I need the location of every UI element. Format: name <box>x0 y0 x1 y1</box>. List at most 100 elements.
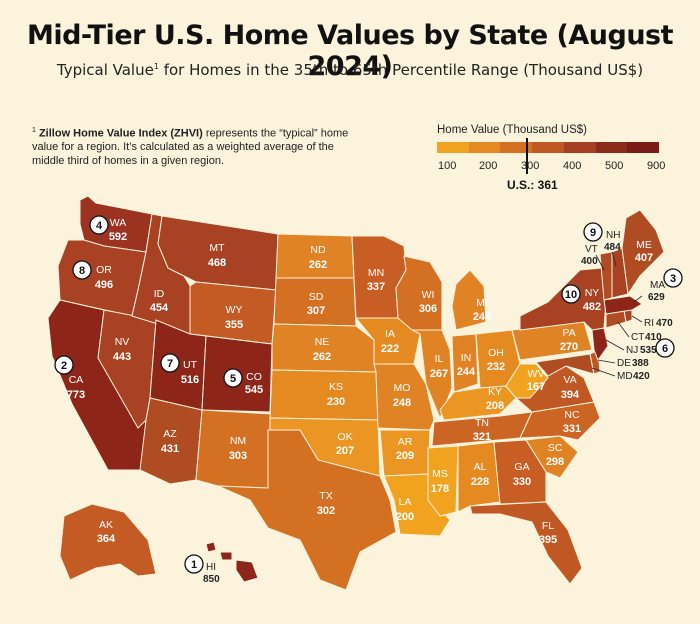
label-CA-value: 773 <box>67 389 85 401</box>
label-MT-value: 468 <box>208 257 226 269</box>
leader-VT <box>595 254 605 271</box>
state-GA[interactable] <box>493 439 547 505</box>
label-KY-abbr: KY <box>488 386 502 398</box>
label-NE-value: 262 <box>313 351 331 363</box>
rank-circle <box>663 268 683 288</box>
label-WA-abbr: WA <box>110 217 127 229</box>
state-ME[interactable] <box>621 209 665 296</box>
state-ND[interactable] <box>275 233 355 279</box>
label-WA-value: 592 <box>109 231 127 243</box>
leader-RI <box>631 315 643 323</box>
subtitle-pre: Typical Value <box>56 61 154 79</box>
rank-number: 9 <box>590 227 596 239</box>
label-MA-value: 629 <box>648 292 665 303</box>
rank-circle <box>54 355 74 375</box>
label-MD-value: 420 <box>633 371 650 382</box>
legend-swatch <box>563 142 596 153</box>
label-IN-abbr: IN <box>461 352 472 364</box>
state-KS[interactable] <box>269 369 379 421</box>
label-TX-abbr: TX <box>319 490 332 502</box>
legend-swatch <box>627 142 660 153</box>
footnote: 1 Zillow Home Value Index (ZHVI) represe… <box>32 124 352 168</box>
label-LA-value: 200 <box>396 511 414 523</box>
label-DE-value: 388 <box>632 358 649 369</box>
rank-circle <box>72 260 92 280</box>
legend-swatch <box>595 142 628 153</box>
state-IN[interactable] <box>451 333 479 393</box>
label-OK-abbr: OK <box>337 431 352 443</box>
label-NY-abbr: NY <box>585 287 600 299</box>
state-AK[interactable] <box>59 503 157 581</box>
rank-circle <box>184 554 204 574</box>
label-MS-value: 178 <box>431 483 449 495</box>
state-MA[interactable] <box>603 295 643 315</box>
rank-number: 2 <box>61 360 67 372</box>
label-KS-abbr: KS <box>329 381 343 393</box>
label-SD-value: 307 <box>307 305 325 317</box>
label-DE-abbr: DE <box>617 358 631 369</box>
footnote-text: represents the “typical” home value for … <box>32 127 349 167</box>
legend-tick: 300 <box>521 160 540 172</box>
state-TX[interactable] <box>217 429 397 591</box>
label-NV-abbr: NV <box>115 336 130 348</box>
label-CT-value: 410 <box>645 332 662 343</box>
rank-circle <box>223 368 243 388</box>
label-AL-abbr: AL <box>474 461 487 473</box>
label-ND-value: 262 <box>309 259 327 271</box>
label-WV-abbr: WV <box>528 368 545 380</box>
state-NE[interactable] <box>271 323 377 373</box>
state-MO[interactable] <box>373 363 435 431</box>
state-MS[interactable] <box>427 445 459 517</box>
state-KY[interactable] <box>439 385 517 421</box>
label-MD-abbr: MD <box>617 371 633 382</box>
label-NM-abbr: NM <box>230 435 246 447</box>
us-average-marker <box>526 138 528 174</box>
state-MD[interactable] <box>535 353 595 377</box>
state-HI-3[interactable] <box>235 559 259 583</box>
label-GA-value: 330 <box>513 476 531 488</box>
label-AR-value: 209 <box>396 450 414 462</box>
label-CO-value: 545 <box>245 384 263 396</box>
label-SD-abbr: SD <box>309 291 324 303</box>
label-WI-abbr: WI <box>422 289 435 301</box>
label-MI-abbr: MI <box>476 297 488 309</box>
label-CA-abbr: CA <box>69 374 84 386</box>
label-NC-value: 331 <box>563 423 581 435</box>
label-IN-value: 244 <box>457 366 476 378</box>
label-MN-value: 337 <box>367 281 385 293</box>
rank-circle <box>655 338 675 358</box>
label-PA-abbr: PA <box>562 327 575 339</box>
legend-tick: 500 <box>605 160 624 172</box>
label-MO-abbr: MO <box>394 382 411 394</box>
label-UT-abbr: UT <box>183 359 198 371</box>
label-RI-abbr: RI <box>644 318 654 329</box>
subtitle-footnote-marker: 1 <box>153 62 159 71</box>
label-KY-value: 208 <box>486 400 504 412</box>
leader-MD <box>591 367 616 377</box>
label-WI-value: 306 <box>419 303 437 315</box>
state-FL[interactable] <box>469 501 583 585</box>
rank-circle <box>89 215 109 235</box>
leader-NJ <box>605 339 625 351</box>
label-OR-abbr: OR <box>96 264 112 276</box>
state-MI[interactable] <box>451 269 487 331</box>
state-HI-2[interactable] <box>219 551 233 561</box>
rank-number: 4 <box>96 220 103 232</box>
label-IA-value: 222 <box>381 343 399 355</box>
label-ME-value: 407 <box>635 252 653 264</box>
label-VT-abbr: VT <box>585 244 598 255</box>
label-MN-abbr: MN <box>368 267 384 279</box>
label-NV-value: 443 <box>113 351 131 363</box>
state-AZ[interactable] <box>139 397 203 485</box>
label-OH-value: 232 <box>487 361 505 373</box>
state-NM[interactable] <box>195 409 273 489</box>
state-WV[interactable] <box>505 363 549 399</box>
state-HI-1[interactable] <box>205 541 217 553</box>
state-AL[interactable] <box>457 441 501 513</box>
label-OK-value: 207 <box>336 445 354 457</box>
state-RI[interactable] <box>623 309 633 323</box>
subtitle-post: for Homes in the 35th to 65th Percentile… <box>158 61 644 79</box>
leader-MA <box>633 295 643 303</box>
label-NM-value: 303 <box>229 450 247 462</box>
label-ID-value: 454 <box>150 302 169 314</box>
